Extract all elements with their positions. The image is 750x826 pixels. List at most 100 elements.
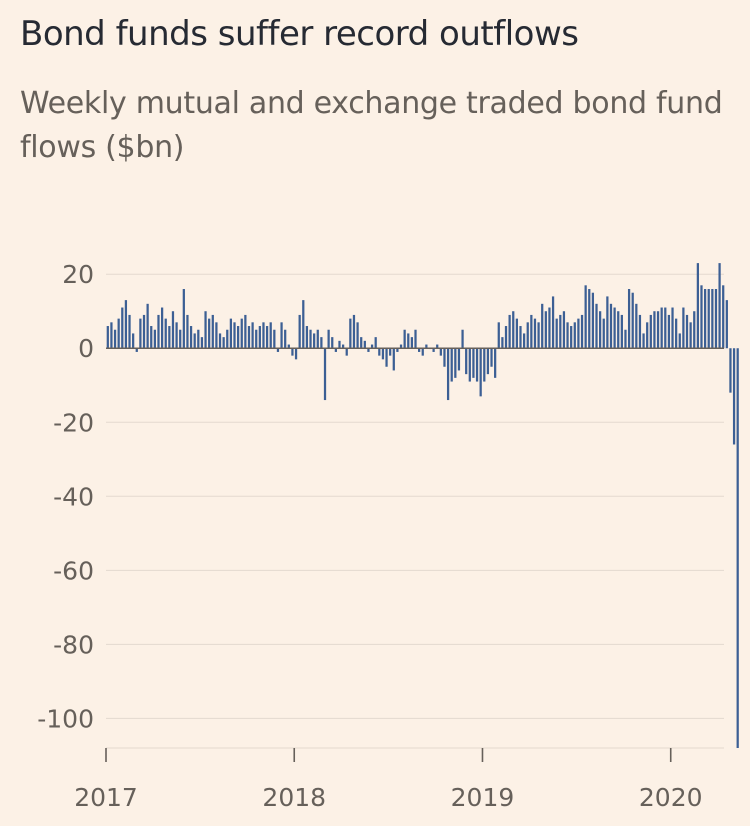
bar (696, 263, 699, 349)
bar (385, 348, 388, 367)
bar (660, 307, 663, 349)
bar (200, 337, 204, 349)
bar (334, 348, 337, 352)
bars (106, 263, 739, 748)
bar (262, 322, 265, 349)
bar (559, 314, 562, 349)
bar (646, 322, 649, 349)
bar (189, 326, 193, 349)
bar (461, 329, 464, 349)
bar (664, 307, 667, 349)
bar (150, 326, 153, 349)
bar (226, 329, 229, 349)
x-tick-label: 2020 (639, 783, 703, 812)
bar (703, 289, 707, 349)
bar (515, 318, 518, 349)
bar (624, 329, 627, 349)
y-tick-label: 0 (78, 334, 94, 363)
bar (233, 322, 236, 349)
bar (736, 348, 739, 748)
y-tick-labels: 20 0 -20 -40 -60 -80 -100 (37, 260, 94, 733)
bar (363, 340, 366, 349)
bar (121, 307, 124, 349)
x-tick-label: 2018 (262, 783, 326, 812)
bar (352, 314, 356, 349)
bar (537, 322, 540, 349)
bar (218, 333, 222, 349)
bar (595, 303, 598, 349)
bar (454, 348, 457, 378)
bar (323, 348, 327, 401)
bar (689, 322, 692, 349)
bar (284, 329, 287, 349)
bar (504, 326, 508, 349)
bar (544, 311, 547, 349)
bar (345, 348, 348, 356)
bar (432, 348, 435, 352)
bar (707, 289, 710, 349)
bar (718, 263, 721, 349)
bar (338, 340, 341, 349)
y-tick-label: -20 (53, 408, 94, 437)
bar (490, 348, 493, 367)
bar (349, 318, 352, 349)
bar (407, 333, 410, 349)
bar (443, 348, 446, 367)
bar (204, 311, 207, 349)
bar (320, 337, 323, 349)
bar (186, 314, 189, 349)
bar (638, 314, 642, 349)
bar (265, 326, 269, 349)
bar (725, 300, 728, 349)
bar (479, 348, 482, 397)
bar (678, 333, 681, 349)
bar (631, 292, 634, 349)
bar (671, 307, 674, 349)
bar (341, 344, 345, 349)
bar (273, 329, 276, 349)
bar (555, 318, 558, 349)
bar (436, 344, 439, 349)
bar (153, 329, 156, 349)
bar (599, 311, 602, 349)
bar (519, 326, 522, 349)
bar (139, 318, 142, 349)
y-tick-label: -60 (53, 556, 94, 585)
bar (247, 326, 251, 349)
bar (656, 311, 660, 349)
bar (649, 314, 652, 349)
bar (613, 307, 616, 349)
bar (714, 289, 718, 349)
bar (237, 326, 240, 349)
bar (468, 348, 471, 382)
chart-title: Bond funds suffer record outflows (20, 14, 579, 54)
bar (229, 318, 233, 349)
bar (533, 318, 537, 349)
bar (512, 311, 515, 349)
bar (222, 337, 225, 349)
bar (494, 348, 497, 378)
bar (291, 348, 294, 356)
bar (316, 329, 319, 349)
bar (327, 329, 330, 349)
bar (374, 337, 377, 349)
bar (171, 311, 175, 349)
bar (577, 318, 580, 349)
bar (179, 329, 182, 349)
bar (132, 333, 135, 349)
bar (475, 348, 479, 382)
bar (685, 314, 689, 349)
bar (276, 348, 280, 352)
bar (251, 322, 254, 349)
bar (367, 348, 370, 352)
bar (193, 333, 196, 349)
bar (244, 314, 247, 349)
bar (146, 303, 149, 349)
bar (732, 348, 736, 445)
bar (591, 292, 595, 349)
bar (381, 348, 385, 360)
chart-subtitle: Weekly mutual and exchange traded bond f… (20, 86, 723, 165)
bar (620, 314, 623, 349)
bar (370, 344, 374, 349)
